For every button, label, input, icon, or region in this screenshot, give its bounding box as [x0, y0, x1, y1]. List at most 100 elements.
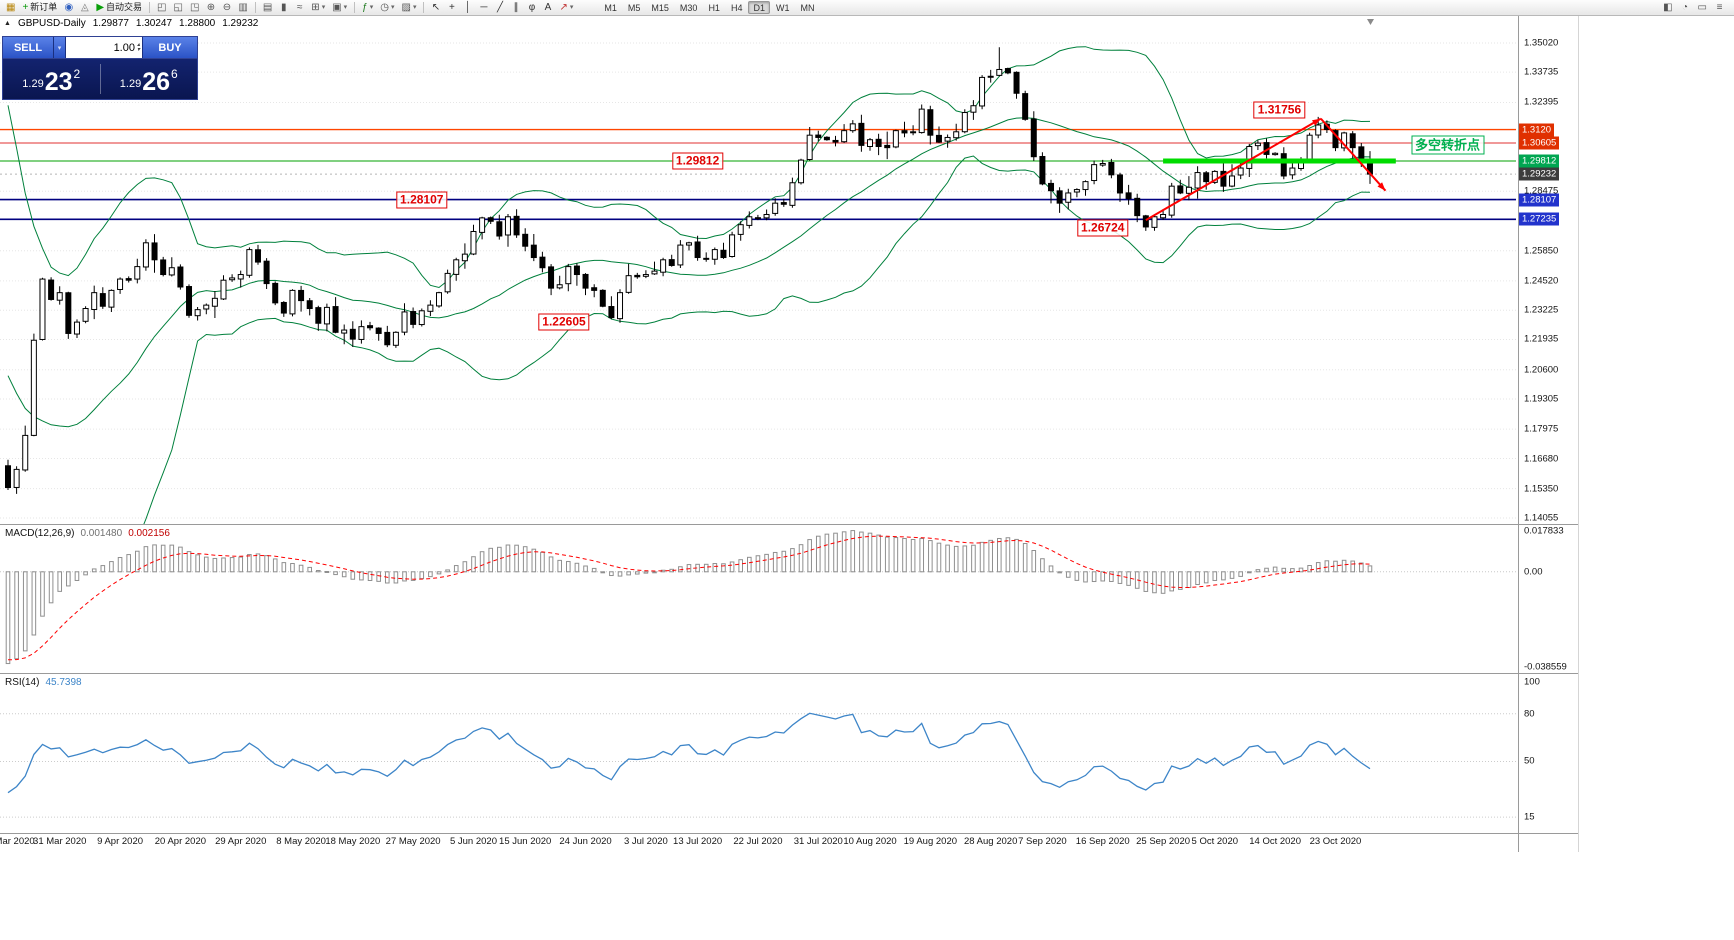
buy-button[interactable]: BUY [143, 37, 197, 58]
date-axis-label: 24 Jun 2020 [559, 836, 612, 847]
cascade-windows-button[interactable]: ◰ [154, 1, 169, 15]
strategy-tester-button[interactable]: ◬ [77, 1, 92, 15]
trendline-button[interactable]: ╱ [492, 1, 507, 15]
zoom-out-button[interactable]: ⊖ [219, 1, 234, 15]
price-axis-label: 1.35020 [1524, 37, 1559, 49]
chart-shift-button[interactable]: ◧ [1660, 1, 1675, 15]
tile-vertical-button[interactable]: ◳ [187, 1, 202, 15]
macd-pane-separator[interactable] [0, 524, 1578, 525]
crosshair-button[interactable]: + [444, 1, 459, 15]
arrow-objects-button[interactable]: ↗ ▾ [556, 1, 576, 15]
docking-button[interactable]: ▭ [1695, 1, 1710, 15]
toolbar-separator [149, 2, 151, 13]
date-axis-label: 20 Apr 2020 [154, 836, 207, 847]
price-tag: 1.28107 [1519, 193, 1560, 207]
date-axis-label: 23 Oct 2020 [1309, 836, 1362, 847]
ask-price-button[interactable]: 1.29 26 6 [101, 59, 198, 99]
text-label-button-icon: A [544, 1, 552, 13]
oneclick-collapse-icon[interactable]: ▲ [4, 20, 11, 27]
horizontal-level-lines[interactable] [0, 128, 1516, 221]
autotrading-button[interactable]: ▶ 自动交易 [93, 1, 145, 15]
vertical-line-button-icon: │ [464, 1, 472, 13]
price-level-annotation[interactable]: 1.26724 [1077, 219, 1129, 237]
tile-horizontal-button[interactable]: ◱ [170, 1, 185, 15]
auto-arrange-button[interactable]: ▥ [235, 1, 250, 15]
templates-button[interactable]: ▨ ▾ [399, 1, 420, 15]
candle-wicks [7, 47, 1371, 494]
templates-button-icon: ▨ [401, 1, 411, 13]
autotrading-button-label: 自动交易 [106, 2, 143, 12]
arrow-objects-button-icon: ↗ [559, 1, 568, 13]
chart-shift-marker[interactable] [1367, 19, 1374, 25]
one-click-trading-panel: SELL ▾ 1.00 ▴ ▾ BUY 1.29 23 2 1.29 26 6 [2, 36, 198, 100]
bid-big-digits: 23 [44, 68, 73, 96]
cursor-button[interactable]: ↖ [428, 1, 443, 15]
profiles-dropdown-icon: ▣ [332, 1, 342, 13]
turning-point-note[interactable]: 多空转折点 [1411, 135, 1485, 155]
channel-button[interactable]: ∥ [508, 1, 523, 15]
profiles-dropdown[interactable]: ▣ ▾ [329, 1, 350, 15]
spin-down-icon[interactable]: ▾ [136, 46, 140, 53]
indicators-button[interactable]: ƒ ▾ [359, 1, 376, 15]
periods-button-icon: ◷ [380, 1, 389, 13]
timeframe-m5[interactable]: M5 [627, 2, 641, 13]
fibonacci-button[interactable]: φ [524, 1, 539, 15]
dropdown-arrow-icon: ▾ [412, 4, 417, 11]
vertical-line-button[interactable]: │ [460, 1, 475, 15]
indicators-button-icon: ƒ [362, 1, 368, 13]
channel-button-icon: ∥ [513, 1, 519, 13]
chart-canvas[interactable] [0, 0, 1518, 940]
chart-title: ▲ GBPUSD-Daily 1.29877 1.30247 1.28800 1… [4, 18, 258, 29]
rsi-axis-label: 80 [1524, 708, 1535, 720]
trend-line-objects[interactable] [1145, 117, 1387, 222]
trend-line-down[interactable] [1320, 117, 1387, 192]
sell-button[interactable]: SELL [3, 37, 53, 58]
date-axis-label: 18 May 2020 [325, 836, 381, 847]
price-axis-label: 1.21935 [1524, 333, 1559, 345]
timeframe-d1[interactable]: D1 [748, 1, 770, 14]
zoom-in-button[interactable]: ⊕ [203, 1, 218, 15]
timeframe-w1[interactable]: W1 [775, 2, 790, 13]
price-level-annotation[interactable]: 1.29812 [671, 152, 724, 170]
price-level-annotation[interactable]: 1.28107 [396, 191, 448, 209]
auto-scroll-button[interactable]: ◔ [1678, 1, 1693, 15]
candlestick-mode-button[interactable]: ▮ [276, 1, 291, 15]
timeframe-m30[interactable]: M30 [679, 2, 698, 13]
candlestick-mode-button-icon: ▮ [281, 1, 287, 13]
bid-price-button[interactable]: 1.29 23 2 [3, 59, 100, 99]
spin-up-icon[interactable]: ▴ [136, 41, 140, 48]
new-chart-dropdown[interactable]: ⊞ ▾ [308, 1, 328, 15]
date-axis-label: 29 Apr 2020 [215, 836, 267, 847]
bollinger-middle-band [7, 117, 1371, 428]
volume-spinner[interactable]: ▴ ▾ [136, 41, 140, 53]
rsi-pane-separator[interactable] [0, 673, 1578, 674]
new-order-button[interactable]: + 新订单 [19, 1, 60, 15]
ask-prefix: 1.29 [119, 78, 142, 90]
timeframe-m15[interactable]: M15 [651, 2, 669, 13]
zoom-in-button-icon: ⊕ [206, 1, 216, 13]
timeframe-h1[interactable]: H1 [708, 2, 720, 13]
price-level-annotation[interactable]: 1.22605 [538, 313, 590, 331]
timeframe-h4[interactable]: H4 [730, 2, 743, 13]
date-axis-label: 23 Mar 2020 [0, 836, 35, 847]
menu-button[interactable]: ≡ [1712, 1, 1727, 15]
menu-button-icon: ≡ [1716, 1, 1723, 13]
periods-button[interactable]: ◷ ▾ [377, 1, 397, 15]
timeframe-mn[interactable]: MN [800, 2, 815, 13]
rsi-axis-label: 50 [1524, 755, 1535, 767]
chart-shift-button-icon: ◧ [1663, 1, 1673, 13]
text-label-button[interactable]: A [540, 1, 555, 15]
price-level-annotation[interactable]: 1.31756 [1253, 101, 1306, 119]
new-chart-button[interactable]: ▦ [3, 1, 18, 15]
horizontal-line-button[interactable]: ─ [476, 1, 491, 15]
line-chart-mode-button[interactable]: ≈ [292, 1, 307, 15]
bar-chart-mode-button[interactable]: ▤ [260, 1, 275, 15]
price-axis-label: 1.33735 [1524, 66, 1559, 78]
price-axis-label: 1.24520 [1524, 275, 1559, 287]
volume-input[interactable]: 1.00 ▴ ▾ [66, 37, 143, 58]
timeframe-m1[interactable]: M1 [604, 2, 617, 13]
order-type-dropdown[interactable]: ▾ [53, 37, 66, 58]
price-axis-border[interactable] [1518, 16, 1519, 852]
market-watch-button[interactable]: ◉ [61, 1, 76, 15]
trend-line-up[interactable] [1145, 117, 1322, 222]
